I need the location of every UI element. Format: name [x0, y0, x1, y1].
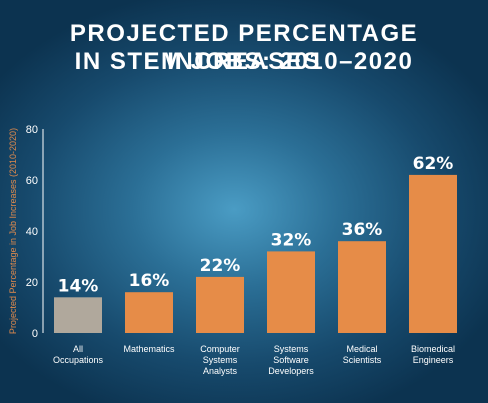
chart-title-line-1: PROJECTED PERCENTAGE INCREASES	[69, 20, 419, 75]
data-label: 22%	[200, 256, 241, 276]
x-category-label: Scientists	[343, 355, 382, 365]
y-tick-label: 20	[26, 277, 38, 289]
y-tick-label: 60	[26, 175, 38, 187]
x-category-label: Systems	[203, 355, 238, 365]
y-tick-label: 0	[32, 328, 38, 340]
x-category-label: Mathematics	[123, 344, 175, 354]
x-category-label: Occupations	[53, 355, 104, 365]
chart-title-line-2: IN STEM JOBS: 2010–2020	[74, 48, 414, 75]
data-label: 32%	[271, 230, 312, 250]
y-tick-label: 40	[26, 226, 38, 238]
y-axis-label: Projected Percentage in Job Increases (2…	[8, 128, 18, 334]
x-category-label: Developers	[268, 366, 314, 376]
x-category-label: Software	[273, 355, 309, 365]
bar	[267, 251, 315, 333]
data-label: 14%	[58, 276, 99, 296]
y-tick-label: 80	[26, 124, 38, 136]
data-label: 16%	[129, 271, 170, 291]
x-category-label: Engineers	[413, 355, 454, 365]
bar	[409, 174, 457, 333]
bar	[338, 241, 386, 333]
x-category-label: Computer	[200, 344, 240, 354]
x-category-label: Biomedical	[411, 344, 455, 354]
data-label: 62%	[413, 154, 454, 174]
x-category-label: Systems	[274, 344, 309, 354]
bar	[125, 292, 173, 333]
data-label: 36%	[342, 220, 383, 240]
x-category-label: All	[73, 344, 83, 354]
bar	[196, 276, 244, 333]
bar	[54, 297, 102, 333]
x-category-label: Analysts	[203, 366, 238, 376]
x-category-label: Medical	[346, 344, 377, 354]
